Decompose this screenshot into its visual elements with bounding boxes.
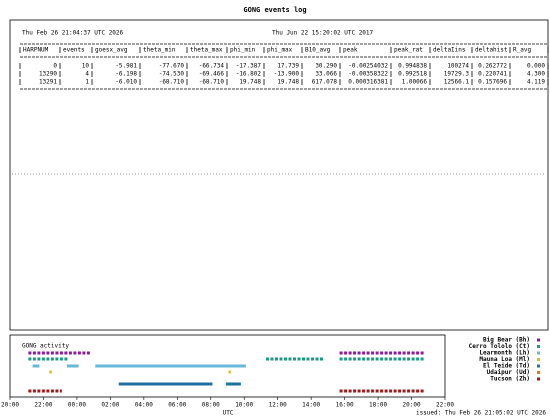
column-header: deltahist [475,47,508,54]
legend-label: Learmonth (Lh) [479,350,530,357]
column-header: phi_max [267,47,293,54]
table-cell: 4.119 [527,79,545,86]
x-tick-label: 22:00 [436,402,454,409]
x-tick-label: 00:00 [68,402,86,409]
table-cell: -16.802 [236,71,262,78]
table-cell: 12566.1 [444,79,470,86]
issued-time: issued: Thu Feb 26 21:05:02 UTC 2026 [416,410,546,417]
column-header: peak [343,47,358,54]
table-cell: 19.748 [239,79,261,86]
table-cell: 17.739 [277,63,299,70]
table-cell: 0.000 [527,63,545,70]
column-header: goesx_avg [95,47,128,54]
current-time: Thu Feb 26 21:04:37 UTC 2026 [22,30,124,37]
table-cell: -77.670 [159,63,185,70]
column-header: phi_min [230,47,256,54]
table-cell: 0.000316381 [348,79,388,86]
legend-label: Big Bear (Bh) [483,337,530,344]
legend-label: El Teide (Td) [483,363,530,370]
table-cell: -69.466 [199,71,225,78]
x-axis-label: UTC [223,410,234,417]
table-cell: 1 [85,79,89,86]
column-header: R_avg [513,47,531,54]
x-tick-label: 06:00 [168,402,186,409]
legend-swatch [537,364,540,368]
legend-label: Udaipur (Ud) [487,369,530,376]
legend-swatch [537,377,540,381]
legend-label: Cerro Tololo (Ct) [469,343,530,350]
column-header: HARPNUM [23,47,49,54]
table-cell: 4.300 [527,71,545,78]
table-cell: -0.00358322 [348,71,388,78]
x-tick-label: 12:00 [269,402,287,409]
table-cell: -68.710 [159,79,185,86]
x-tick-label: 14:00 [302,402,320,409]
legend-swatch [537,358,540,361]
column-header: theta_min [143,47,176,54]
table-cell: 33.066 [315,71,337,78]
activity-title: GONG activity [22,343,69,350]
table-cell: -66.734 [199,63,225,70]
x-tick-label: 20:00 [1,402,19,409]
legend-label: Mauna Loa (Ml) [479,356,530,363]
legend-swatch [537,371,540,374]
column-header: events [63,47,85,54]
table-cell: 13291 [39,79,57,86]
table-cell: 0.994838 [398,63,427,70]
table-cell: 1.00066 [402,79,428,86]
log-panel [9,19,549,331]
x-tick-label: 18:00 [369,402,387,409]
table-cell: 0.220741 [478,71,507,78]
table-cell: -6.010 [115,79,137,86]
x-tick-label: 10:00 [235,402,253,409]
x-tick-label: 20:00 [403,402,421,409]
x-tick-label: 22:00 [34,402,52,409]
table-cell: -0.00254032 [348,63,388,70]
legend-swatch [537,345,540,348]
table-cell: 13290 [39,71,57,78]
table-cell: 0 [53,63,57,70]
x-tick-label: 08:00 [202,402,220,409]
activity-panel [9,334,446,398]
table-cell: 19.748 [277,79,299,86]
table-cell: 0.992518 [398,71,427,78]
table-cell: 10 [82,63,90,70]
table-cell: 4 [85,71,89,78]
data-time: Thu Jun 22 15:20:02 UTC 2017 [272,30,374,37]
table-cell: -17.387 [236,63,262,70]
table-cell: -74.530 [159,71,185,78]
legend-swatch [537,351,540,355]
table-cell: 100274 [447,63,469,70]
table-cell: -6.198 [115,71,137,78]
column-header: B10_avg [305,47,331,54]
table-cell: 0.262772 [478,63,507,70]
x-tick-label: 16:00 [336,402,354,409]
table-cell: 617.078 [312,79,338,86]
column-header: peak_rat [394,47,423,54]
x-tick-label: 04:00 [135,402,153,409]
table-cell: 30.290 [315,63,337,70]
page-title: GONG events log [243,6,306,14]
table-cell: -13.900 [274,71,300,78]
table-cell: 0.157696 [478,79,507,86]
table-cell: -68.710 [199,79,225,86]
column-header: deltaIins [433,47,466,54]
table-cell: 19729.3 [444,71,470,78]
legend-label: Tucson (Zh) [490,376,530,383]
column-header: theta_max [190,47,223,54]
x-tick-label: 02:00 [101,402,119,409]
legend-swatch [537,338,540,342]
table-cell: -5.981 [115,63,137,70]
